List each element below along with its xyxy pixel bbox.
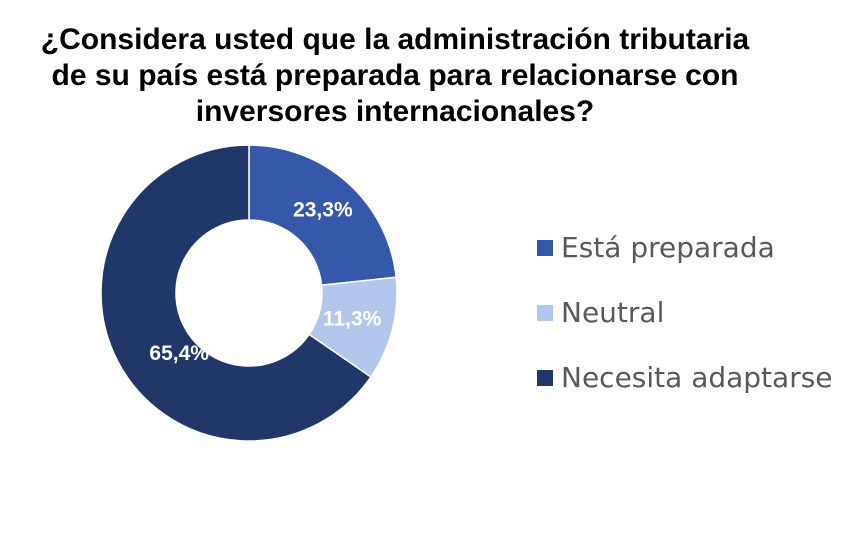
data-label-esta-preparada: 23,3% <box>293 198 353 221</box>
legend-swatch-necesita-adaptarse <box>537 370 553 386</box>
legend-swatch-neutral <box>537 305 553 321</box>
donut-slice-necesita-adaptarse <box>100 144 372 442</box>
chart-title-line-2: de su país está preparada para relaciona… <box>51 59 739 92</box>
chart-title-line-3: inversores internacionales? <box>195 95 595 128</box>
legend-swatch-esta-preparada <box>537 240 553 256</box>
data-label-necesita-adaptarse: 65,4% <box>149 342 209 365</box>
chart-title: ¿Considera usted que la administración t… <box>0 22 790 130</box>
legend-label-necesita-adaptarse: Necesita adaptarse <box>561 361 833 394</box>
data-label-neutral: 11,3% <box>323 308 382 331</box>
chart-title-line-1: ¿Considera usted que la administración t… <box>40 23 750 56</box>
legend-label-neutral: Neutral <box>561 296 665 329</box>
legend-label-esta-preparada: Está preparada <box>561 231 775 264</box>
donut-slice-esta-preparada <box>248 144 397 287</box>
